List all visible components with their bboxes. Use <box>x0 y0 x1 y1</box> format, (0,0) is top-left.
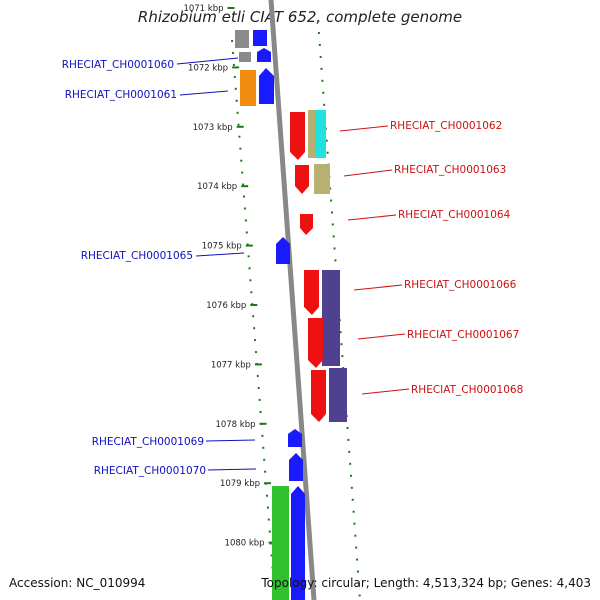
leader-1063 <box>343 169 393 177</box>
kbp-tick-label: 1072 kbp <box>188 63 228 73</box>
gene-feature-1066-purple[interactable] <box>322 270 340 366</box>
leader-1067 <box>357 333 406 340</box>
leader-1060 <box>176 57 239 65</box>
gene-label-1063[interactable]: RHECIAT_CH0001063 <box>394 164 506 176</box>
leader-1070 <box>207 468 257 471</box>
kbp-tick-label: 1074 kbp <box>197 182 237 192</box>
gene-feature-1062-khaki[interactable] <box>308 110 318 158</box>
gene-feature-1063-red[interactable] <box>295 165 309 194</box>
gene-label-1069[interactable]: RHECIAT_CH0001069 <box>92 436 204 448</box>
gene-feature-1063-khaki[interactable] <box>314 164 330 194</box>
gene-feature-1069[interactable] <box>288 429 302 447</box>
gene-feature-1064[interactable] <box>300 214 313 235</box>
gene-label-1068[interactable]: RHECIAT_CH0001068 <box>411 384 523 396</box>
gene-feature-1061[interactable] <box>259 68 274 104</box>
kbp-tick-label: 1080 kbp <box>225 539 265 549</box>
leader-1061 <box>179 90 229 96</box>
genome-backbone <box>268 0 317 600</box>
leader-1066 <box>353 284 403 291</box>
accession-text: Accession: NC_010994 <box>9 576 146 590</box>
gene-feature-1060[interactable] <box>257 48 271 62</box>
gene-feature-1062-red[interactable] <box>290 112 305 160</box>
gene-feature-1066-red[interactable] <box>304 270 319 315</box>
genome-title: Rhizobium etli CIAT 652, complete genome <box>137 8 463 26</box>
gene-label-1062[interactable]: RHECIAT_CH0001062 <box>390 120 502 132</box>
gene-feature-orange[interactable] <box>240 70 256 106</box>
leader-1064 <box>347 214 397 221</box>
gene-feature-1068-purple[interactable] <box>329 368 347 422</box>
gene-feature-blue-bottom[interactable] <box>291 486 305 600</box>
gene-feature-1070[interactable] <box>289 453 303 481</box>
kbp-tick-label: 1077 kbp <box>211 360 251 370</box>
kbp-tick-label: 1075 kbp <box>202 242 242 252</box>
gene-feature-small-gray[interactable] <box>239 52 251 62</box>
gene-label-1067[interactable]: RHECIAT_CH0001067 <box>407 329 519 341</box>
gene-feature-1065[interactable] <box>276 237 290 264</box>
gene-label-1064[interactable]: RHECIAT_CH0001064 <box>398 209 511 221</box>
gene-feature-gray[interactable] <box>235 30 249 48</box>
leader-1068 <box>361 388 410 395</box>
leader-1065 <box>195 252 245 257</box>
gene-feature-1068-red[interactable] <box>311 370 326 422</box>
scale-guide-left <box>231 39 276 600</box>
genome-summary-text: Topology: circular; Length: 4,513,324 bp… <box>261 576 591 590</box>
gene-feature-1062-cyan[interactable] <box>315 110 326 158</box>
kbp-tick-label: 1076 kbp <box>206 301 246 311</box>
kbp-tick-label: 1079 kbp <box>220 479 260 489</box>
gene-label-1060[interactable]: RHECIAT_CH0001060 <box>62 59 174 71</box>
kbp-tick-label: 1073 kbp <box>193 123 233 133</box>
gene-label-1070[interactable]: RHECIAT_CH0001070 <box>94 465 206 477</box>
gene-label-1061[interactable]: RHECIAT_CH0001061 <box>65 89 177 101</box>
kbp-tick-label: 1071 kbp <box>183 4 223 14</box>
leader-1062 <box>339 125 389 132</box>
leader-1069 <box>205 439 256 442</box>
gene-feature-green[interactable] <box>272 486 289 600</box>
gene-label-1065[interactable]: RHECIAT_CH0001065 <box>81 250 193 262</box>
kbp-tick-label: 1078 kbp <box>215 420 255 430</box>
gene-feature-blue-top[interactable] <box>253 30 267 46</box>
gene-feature-1067-red[interactable] <box>308 318 323 368</box>
gene-label-1066[interactable]: RHECIAT_CH0001066 <box>404 279 517 291</box>
